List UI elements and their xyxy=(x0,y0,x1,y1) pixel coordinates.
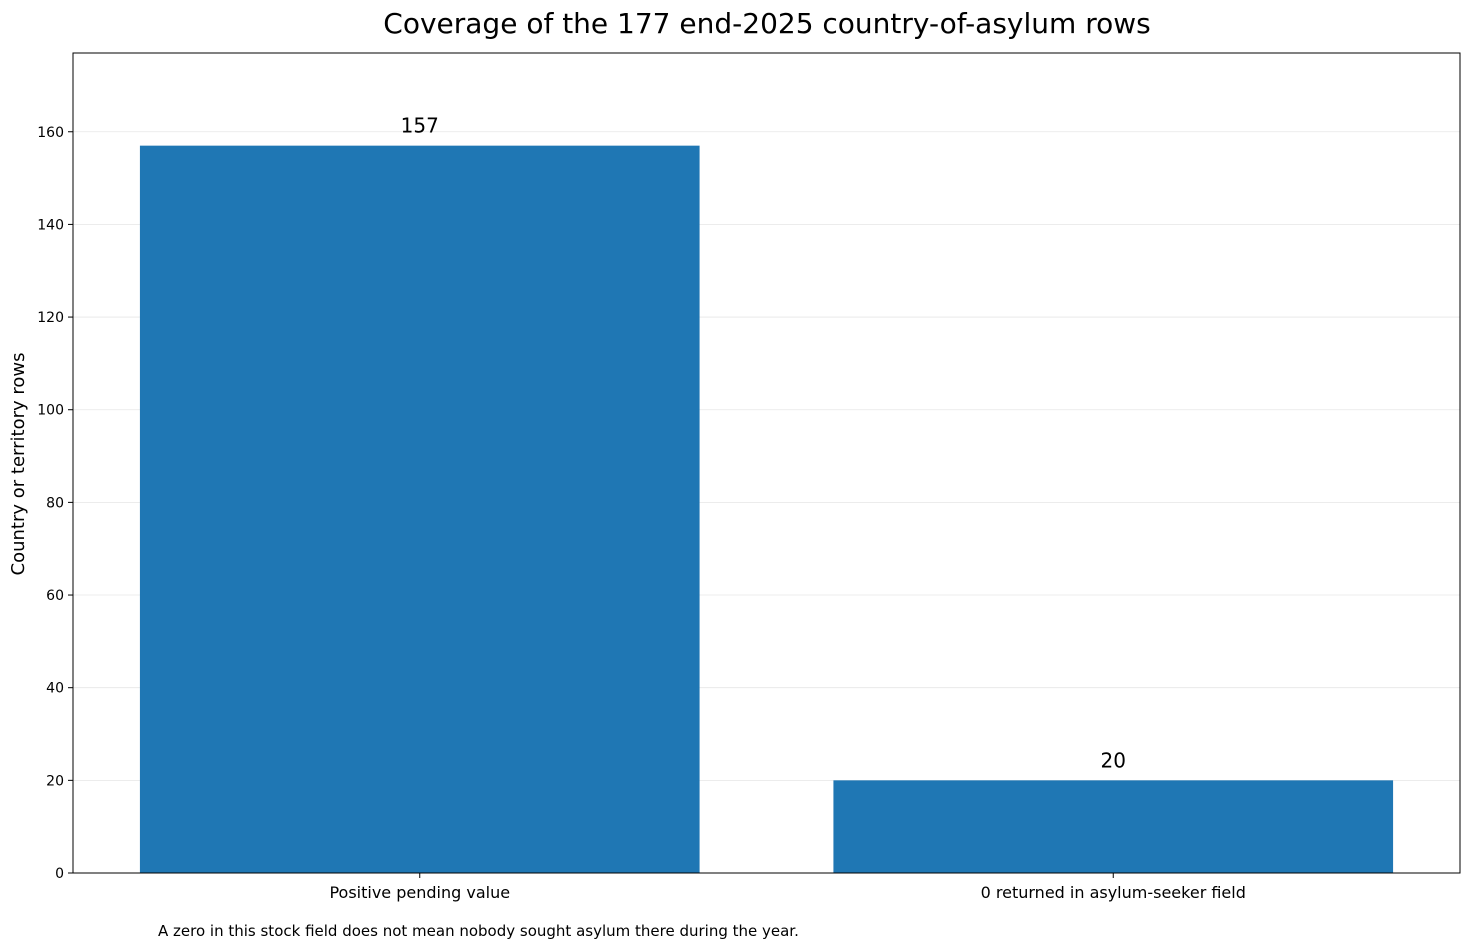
y-tick-label: 80 xyxy=(46,495,64,511)
y-axis-label: Country or territory rows xyxy=(8,353,29,576)
y-axis-ticks: 0 20 40 60 80 100 120 140 160 xyxy=(37,125,73,882)
x-tick-label: 0 returned in asylum-seeker field xyxy=(981,883,1246,902)
y-tick-label: 20 xyxy=(46,773,64,789)
chart-title: Coverage of the 177 end-2025 country-of-… xyxy=(383,7,1150,40)
bar xyxy=(139,145,700,873)
bar-value-label: 20 xyxy=(1101,748,1126,772)
y-tick-label: 0 xyxy=(55,866,64,882)
y-tick-label: 100 xyxy=(37,403,64,419)
y-tick-label: 120 xyxy=(37,310,64,326)
y-tick-label: 140 xyxy=(37,217,64,233)
y-tick-label: 60 xyxy=(46,588,64,604)
plot-frame xyxy=(72,52,1461,874)
x-tick-label: Positive pending value xyxy=(329,883,510,902)
bar xyxy=(833,780,1394,873)
bars xyxy=(139,145,1394,873)
x-axis-ticks: Positive pending value 0 returned in asyl… xyxy=(329,873,1246,902)
chart-footnote: A zero in this stock field does not mean… xyxy=(158,922,799,940)
y-tick-label: 160 xyxy=(37,125,64,141)
data-labels: 157 20 xyxy=(401,114,1126,773)
y-tick-label: 40 xyxy=(46,681,64,697)
bar-value-label: 157 xyxy=(401,114,439,138)
